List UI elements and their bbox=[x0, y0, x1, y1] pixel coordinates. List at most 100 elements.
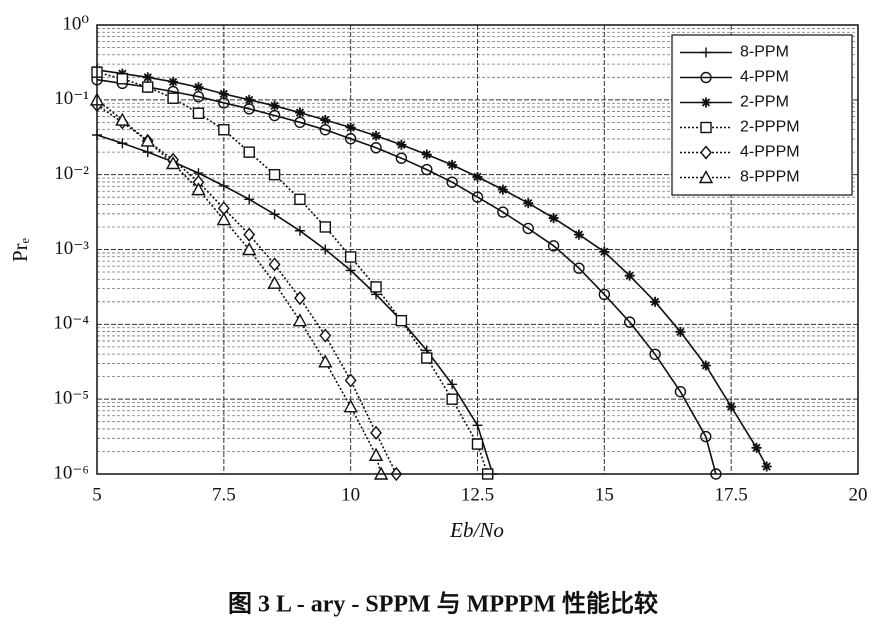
marker bbox=[395, 152, 408, 164]
marker bbox=[761, 461, 772, 472]
marker bbox=[523, 198, 534, 209]
marker bbox=[243, 146, 255, 158]
marker bbox=[142, 81, 154, 93]
marker bbox=[700, 145, 712, 160]
y-tick-label: 10⁻¹ bbox=[54, 88, 89, 109]
legend-label: 8-PPPM bbox=[740, 169, 800, 186]
marker bbox=[674, 385, 687, 398]
marker bbox=[700, 121, 712, 134]
marker bbox=[701, 97, 711, 108]
marker bbox=[421, 149, 432, 160]
x-tick-label: 12.5 bbox=[461, 484, 494, 505]
marker bbox=[218, 88, 229, 99]
marker bbox=[268, 168, 281, 181]
legend-box bbox=[671, 34, 853, 196]
marker bbox=[167, 92, 179, 104]
legend-label: 4-PPPM bbox=[740, 144, 800, 161]
marker bbox=[168, 76, 179, 87]
marker bbox=[267, 275, 282, 289]
marker bbox=[395, 314, 408, 327]
marker bbox=[115, 112, 130, 126]
marker bbox=[700, 430, 712, 443]
marker bbox=[624, 316, 636, 328]
marker bbox=[319, 328, 332, 343]
marker bbox=[421, 163, 433, 176]
marker bbox=[421, 352, 433, 364]
marker bbox=[447, 159, 458, 170]
marker bbox=[244, 194, 255, 205]
marker bbox=[370, 281, 382, 293]
marker bbox=[344, 373, 357, 388]
marker bbox=[471, 438, 484, 450]
marker bbox=[117, 138, 128, 149]
marker bbox=[624, 270, 635, 281]
marker bbox=[370, 142, 382, 154]
marker bbox=[472, 420, 483, 431]
marker bbox=[320, 115, 331, 126]
marker bbox=[396, 139, 407, 150]
y-tick-label: 10⁻⁵ bbox=[53, 388, 89, 409]
marker bbox=[320, 244, 331, 255]
marker bbox=[294, 291, 306, 306]
marker bbox=[548, 213, 559, 224]
marker bbox=[116, 73, 129, 85]
marker bbox=[522, 222, 534, 235]
marker bbox=[700, 71, 712, 84]
y-axis-label: Prₑ bbox=[8, 237, 32, 262]
marker bbox=[649, 348, 661, 360]
marker bbox=[242, 242, 257, 256]
y-tick-label: 10⁰ bbox=[62, 13, 89, 34]
marker bbox=[345, 265, 356, 276]
x-tick-label: 17.5 bbox=[715, 484, 748, 505]
marker bbox=[244, 94, 255, 105]
marker bbox=[371, 130, 382, 141]
x-tick-label: 7.5 bbox=[212, 484, 236, 505]
marker bbox=[269, 100, 280, 111]
marker bbox=[368, 447, 384, 461]
x-tick-label: 20 bbox=[849, 484, 868, 505]
marker bbox=[142, 147, 153, 158]
marker bbox=[294, 107, 305, 118]
marker bbox=[650, 296, 661, 307]
marker bbox=[446, 176, 458, 188]
marker bbox=[675, 326, 686, 337]
marker bbox=[294, 193, 306, 206]
marker bbox=[218, 124, 230, 136]
marker bbox=[700, 360, 711, 371]
x-tick-label: 5 bbox=[92, 484, 102, 505]
marker bbox=[599, 246, 610, 257]
plot-frame bbox=[96, 24, 859, 475]
marker bbox=[726, 401, 737, 412]
marker bbox=[471, 191, 484, 203]
marker bbox=[292, 313, 308, 327]
marker bbox=[573, 229, 584, 240]
x-tick-label: 15 bbox=[595, 484, 614, 505]
marker bbox=[193, 82, 204, 93]
y-tick-label: 10⁻⁶ bbox=[53, 462, 89, 483]
legend-label: 2-PPM bbox=[740, 94, 789, 111]
marker bbox=[142, 72, 153, 83]
marker bbox=[216, 212, 232, 226]
marker bbox=[547, 240, 560, 252]
marker bbox=[140, 133, 155, 147]
marker bbox=[294, 225, 305, 236]
marker bbox=[497, 206, 509, 218]
caption: 图 3 L - ary - SPPM 与 MPPPM 性能比较 bbox=[228, 590, 658, 618]
marker bbox=[319, 221, 331, 233]
marker bbox=[447, 379, 458, 390]
marker bbox=[701, 47, 711, 58]
marker bbox=[165, 156, 181, 170]
marker bbox=[268, 257, 281, 272]
marker bbox=[343, 399, 358, 413]
marker bbox=[318, 354, 333, 368]
marker bbox=[192, 107, 205, 119]
y-tick-label: 10⁻⁴ bbox=[53, 313, 89, 334]
marker bbox=[497, 184, 508, 195]
x-axis-label: Eb/No bbox=[449, 518, 504, 542]
marker bbox=[191, 182, 206, 196]
marker bbox=[243, 227, 256, 242]
legend-label: 2-PPPM bbox=[740, 119, 800, 136]
marker bbox=[345, 122, 356, 133]
marker bbox=[344, 251, 357, 263]
legend-label: 4-PPM bbox=[740, 69, 789, 86]
